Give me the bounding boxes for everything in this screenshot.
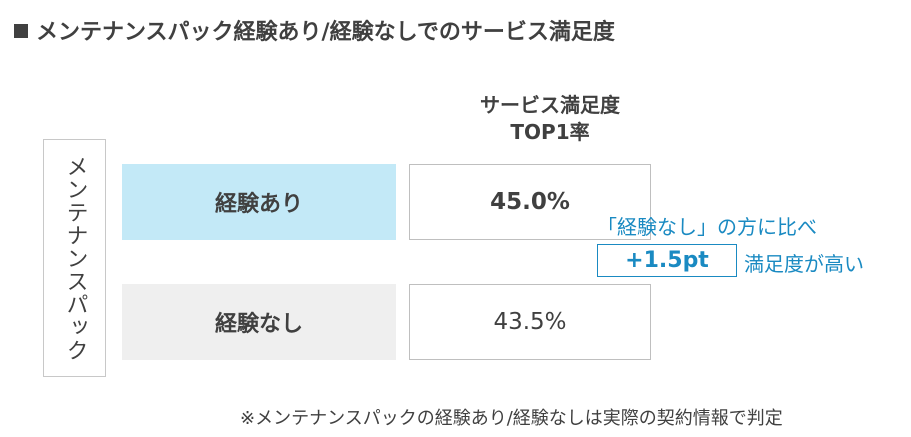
row-label-experienced: 経験あり — [122, 164, 396, 240]
page-title-text: メンテナンスパック経験あり/経験なしでのサービス満足度 — [36, 20, 615, 45]
column-header-line1: サービス満足度 — [480, 93, 620, 117]
value-cell-experienced: 45.0% — [409, 164, 651, 240]
callout-difference-badge: +1.5pt — [597, 244, 737, 277]
callout-comparison-text: 「経験なし」の方に比べ — [597, 215, 817, 239]
column-header: サービス満足度 TOP1率 — [430, 92, 670, 146]
group-label: メンテナンスパック — [62, 154, 88, 362]
footnote: ※メンテナンスパックの経験あり/経験なしは実際の契約情報で判定 — [240, 408, 783, 429]
square-bullet-icon — [14, 24, 28, 38]
value-cell-not-experienced: 43.5% — [409, 284, 651, 360]
page-title: メンテナンスパック経験あり/経験なしでのサービス満足度 — [14, 14, 615, 46]
row-label-not-experienced: 経験なし — [122, 284, 396, 360]
group-label-box: メンテナンスパック — [43, 139, 106, 377]
column-header-line2: TOP1率 — [510, 120, 590, 144]
callout-conclusion-text: 満足度が高い — [744, 252, 864, 276]
